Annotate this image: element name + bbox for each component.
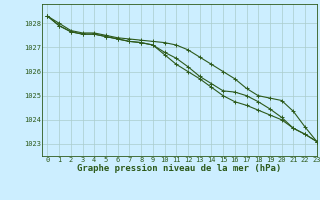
X-axis label: Graphe pression niveau de la mer (hPa): Graphe pression niveau de la mer (hPa) — [77, 164, 281, 173]
